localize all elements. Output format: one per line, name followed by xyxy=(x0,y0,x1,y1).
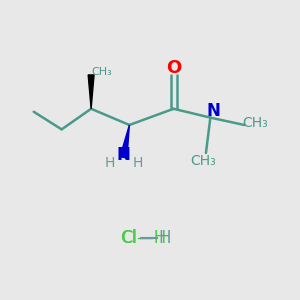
Text: CH₃: CH₃ xyxy=(91,67,112,77)
Text: H: H xyxy=(104,156,115,170)
Text: N: N xyxy=(207,102,221,120)
Text: H: H xyxy=(133,156,143,170)
Text: Cl—H: Cl—H xyxy=(122,229,167,247)
Text: Cl: Cl xyxy=(120,229,136,247)
Text: CH₃: CH₃ xyxy=(242,116,268,130)
Text: CH₃: CH₃ xyxy=(190,154,216,168)
Text: N: N xyxy=(117,146,130,164)
Polygon shape xyxy=(88,75,94,109)
Text: H: H xyxy=(158,229,171,247)
Polygon shape xyxy=(120,125,129,158)
Text: O: O xyxy=(166,59,181,77)
